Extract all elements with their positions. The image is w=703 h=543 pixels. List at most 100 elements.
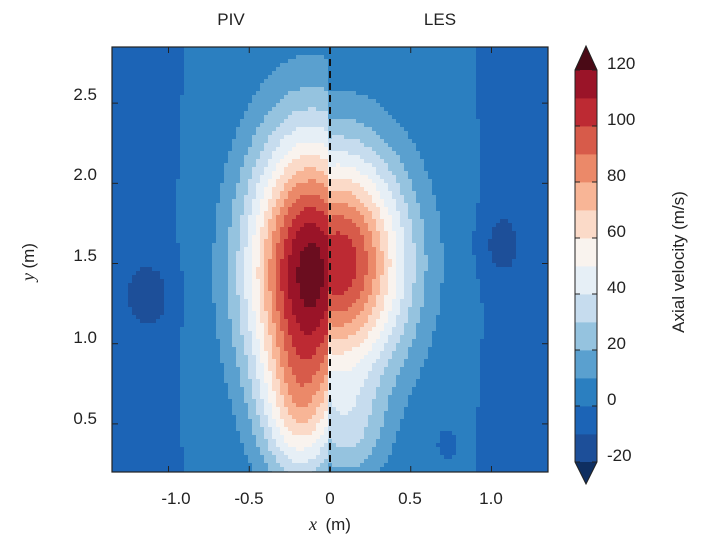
contour-cell [136,327,141,332]
contour-cell [188,67,193,72]
contour-cell [240,151,245,156]
contour-cell [192,195,197,200]
contour-cell [232,171,237,176]
contour-cell [176,59,181,64]
contour-cell [280,319,285,324]
contour-cell [128,143,133,148]
contour-cell [164,59,169,64]
contour-cell [224,119,229,124]
contour-cell [120,447,125,452]
contour-cell [284,443,289,448]
contour-cell [180,247,185,252]
contour-cell [288,99,293,104]
contour-cell [272,359,277,364]
contour-cell [184,387,189,392]
contour-cell [156,67,161,72]
contour-cell [124,183,129,188]
contour-cell [132,303,137,308]
contour-cell [172,307,177,312]
contour-cell [156,87,161,92]
contour-cell [164,399,169,404]
contour-cell [296,319,301,324]
contour-cell [124,367,129,372]
contour-cell [192,123,197,128]
contour-cell [148,355,153,360]
contour-cell [236,207,241,212]
contour-cell [296,183,301,188]
contour-cell [204,379,209,384]
contour-cell [236,107,241,112]
contour-cell [192,263,197,268]
contour-cell [280,263,285,268]
contour-cell [264,355,269,360]
contour-cell [168,307,173,312]
contour-cell [196,283,201,288]
contour-cell [264,415,269,420]
contour-cell [268,467,273,472]
contour-cell [216,243,221,248]
contour-cell [268,203,273,208]
contour-cell [220,407,225,412]
contour-cell [232,203,237,208]
contour-cell [200,71,205,76]
contour-cell [240,251,245,256]
contour-cell [252,275,257,280]
contour-cell [216,95,221,100]
contour-cell [116,451,121,456]
contour-cell [176,183,181,188]
contour-cell [128,427,133,432]
contour-cell [232,167,237,172]
contour-cell [156,99,161,104]
contour-cell [196,343,201,348]
contour-cell [244,247,249,252]
contour-cell [120,331,125,336]
contour-cell [136,315,141,320]
contour-cell [156,299,161,304]
contour-cell [196,439,201,444]
contour-cell [296,199,301,204]
contour-cell [116,455,121,460]
contour-cell [288,455,293,460]
contour-cell [172,383,177,388]
contour-cell [160,383,165,388]
contour-cell [196,387,201,392]
contour-cell [208,415,213,420]
contour-cell [184,255,189,260]
contour-cell [252,387,257,392]
contour-cell [200,227,205,232]
contour-cell [164,191,169,196]
contour-cell [112,331,117,336]
contour-cell [160,391,165,396]
contour-cell [192,319,197,324]
contour-cell [148,359,153,364]
contour-cell [140,83,145,88]
contour-cell [236,115,241,120]
contour-cell [112,427,117,432]
contour-cell [184,379,189,384]
contour-cell [224,383,229,388]
contour-cell [216,211,221,216]
contour-cell [268,143,273,148]
contour-cell [264,279,269,284]
contour-cell [280,163,285,168]
contour-cell [184,427,189,432]
contour-cell [140,367,145,372]
contour-cell [136,183,141,188]
contour-cell [156,203,161,208]
contour-cell [212,443,217,448]
contour-cell [140,191,145,196]
contour-cell [188,279,193,284]
contour-cell [288,187,293,192]
contour-cell [156,443,161,448]
contour-cell [232,279,237,284]
contour-cell [296,163,301,168]
contour-cell [168,275,173,280]
contour-cell [160,311,165,316]
contour-cell [172,223,177,228]
contour-cell [160,83,165,88]
contour-cell [256,435,261,440]
contour-cell [148,163,153,168]
contour-cell [236,223,241,228]
contour-cell [116,363,121,368]
contour-cell [208,351,213,356]
